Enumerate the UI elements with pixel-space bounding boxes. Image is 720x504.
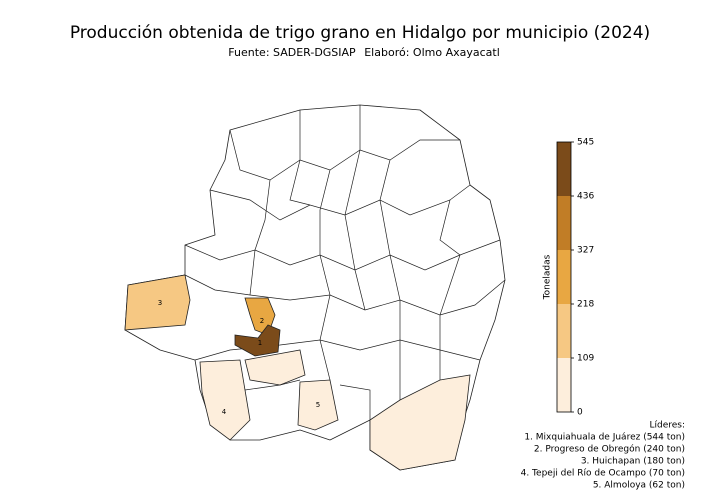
region xyxy=(297,379,339,431)
author: Elaboró: Olmo Axayacatl xyxy=(364,46,500,59)
colorbar: Toneladas 0 109 218 327 436 545 xyxy=(543,138,595,418)
colorbar-segment xyxy=(557,250,571,304)
region-label: 2 xyxy=(260,317,264,325)
colorbar-tick-label: 109 xyxy=(577,354,594,364)
colorbar-tick-label: 0 xyxy=(577,408,583,418)
municipal-borders xyxy=(184,105,506,420)
leaders-list: Líderes: 1. Mixquiahuala de Juárez (544 … xyxy=(521,421,685,491)
colorbar-tick-label: 436 xyxy=(577,192,594,202)
low-production-area xyxy=(369,374,471,471)
region xyxy=(234,324,281,357)
colorbar-label: Toneladas xyxy=(543,254,553,300)
colorbar-segment xyxy=(557,358,571,412)
leader-entry: 1. Mixquiahuala de Juárez (544 ton) xyxy=(524,433,685,443)
colorbar-tick-label: 545 xyxy=(577,138,594,148)
colorbar-frame xyxy=(556,141,572,413)
region xyxy=(124,274,191,331)
map xyxy=(124,104,506,471)
region xyxy=(199,359,251,441)
region-label: 5 xyxy=(316,401,320,409)
colorbar-segment xyxy=(557,304,571,358)
leaders-title: Líderes: xyxy=(649,421,685,431)
region-label: 4 xyxy=(222,408,227,416)
leader-entry: 4. Tepeji del Río de Ocampo (70 ton) xyxy=(521,469,685,479)
colorbar-tick-label: 327 xyxy=(577,246,594,256)
colorbar-tick-label: 218 xyxy=(577,300,594,310)
region-label: 3 xyxy=(158,299,162,307)
low-production-area xyxy=(244,349,306,386)
title: Producción obtenida de trigo grano en Hi… xyxy=(70,23,650,43)
leader-entry: 2. Progreso de Obregón (240 ton) xyxy=(534,444,685,455)
leader-entry: 5. Almoloya (62 ton) xyxy=(593,481,685,491)
colorbar-segment xyxy=(557,196,571,250)
leader-entry: 3. Huichapan (180 ton) xyxy=(581,457,685,467)
colorbar-segment xyxy=(557,142,571,196)
region-label: 1 xyxy=(258,339,262,347)
source: Fuente: SADER-DGSIAP xyxy=(228,46,356,59)
